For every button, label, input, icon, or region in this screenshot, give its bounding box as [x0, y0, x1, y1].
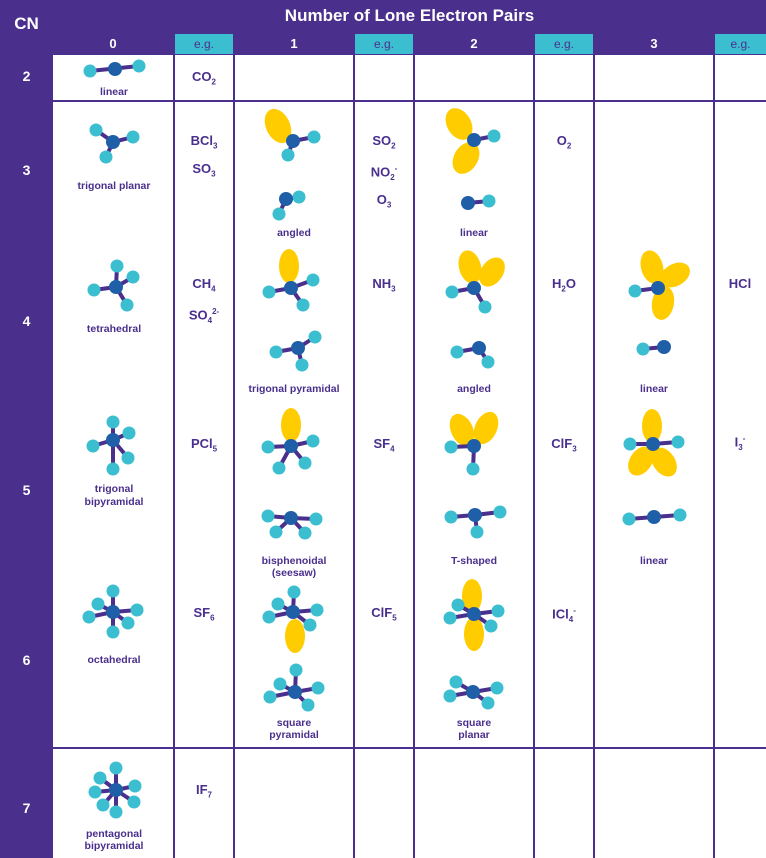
example-formula-list: NH3	[354, 273, 414, 301]
example-formula: O2	[556, 133, 572, 151]
col-header-3: 3	[650, 36, 658, 51]
label-angled: angled	[457, 383, 491, 395]
grid-line	[533, 55, 535, 858]
label-linear: linear	[459, 227, 488, 239]
grid-line	[713, 55, 715, 858]
grid-line	[233, 55, 235, 858]
label-seesaw-line1: bisphenoidal	[261, 555, 327, 567]
cn-2: 2	[22, 68, 31, 84]
example-formula: H2O	[552, 276, 576, 294]
label-trigonal-bipyramidal-line1: trigonal	[94, 483, 134, 495]
cn-7: 7	[22, 800, 31, 816]
label-square-pyramidal-line2: pyramidal	[269, 729, 319, 741]
grid-line	[353, 55, 355, 858]
example-formula: SO2	[372, 133, 396, 151]
example-formula: I3-	[734, 434, 746, 452]
cn-4: 4	[22, 313, 31, 329]
cn-3: 3	[22, 162, 31, 178]
example-formula-list: H2O	[534, 273, 594, 301]
example-formula: ICl4-	[552, 606, 576, 624]
cn-5: 5	[22, 482, 31, 498]
col-header-2: 2	[470, 36, 478, 51]
example-formula: ClF5	[371, 605, 397, 623]
example-formula-list: BCl3 SO3	[174, 130, 234, 185]
example-formula-list: SF4	[354, 433, 414, 461]
col-header-0: 0	[109, 36, 117, 51]
label-t-shaped: T-shaped	[450, 555, 498, 567]
example-formula: O3	[376, 191, 392, 210]
cn-header: CN	[14, 14, 39, 33]
label-square-pyramidal-line1: square	[276, 717, 312, 729]
eg-header-1: e.g.	[355, 34, 413, 54]
label-pentagonal-bipyramidal-line2: bipyramidal	[84, 840, 144, 852]
row-divider	[53, 747, 766, 749]
label-seesaw-line2: (seesaw)	[271, 567, 317, 579]
example-formula: SF6	[193, 605, 215, 623]
example-formula: NO2-	[370, 163, 398, 182]
example-formula-list: IF7	[174, 779, 234, 807]
example-formula-list: ClF5	[354, 602, 414, 630]
example-formula: HCl	[728, 276, 752, 291]
example-formula: NH3	[372, 276, 396, 294]
label-angled: angled	[277, 227, 311, 239]
table-title: Number of Lone Electron Pairs	[284, 6, 535, 25]
grid-line	[413, 55, 415, 858]
example-formula-list: SO2 NO2- O3	[354, 130, 414, 216]
label-square-planar-line1: square	[456, 717, 492, 729]
example-formula: BCl3	[190, 133, 218, 151]
example-formula-list: ClF3	[534, 433, 594, 461]
label-trigonal-planar: trigonal planar	[77, 180, 151, 192]
example-formula: IF7	[195, 782, 212, 800]
example-formula: CH4	[192, 276, 216, 294]
example-formula-list: O2	[534, 130, 594, 158]
example-formula: SF4	[373, 436, 395, 454]
label-trigonal-bipyramidal-line2: bipyramidal	[84, 496, 144, 508]
example-formula: CO2	[192, 69, 216, 87]
label-trigonal-pyramidal: trigonal pyramidal	[248, 383, 340, 395]
col-header-1: 1	[290, 36, 298, 51]
grid-line	[593, 55, 595, 858]
cn-column	[0, 0, 53, 858]
cn-6: 6	[22, 652, 31, 668]
example-formula-list: SF6	[174, 602, 234, 630]
example-formula: PCl5	[190, 436, 218, 454]
eg-header-3: e.g.	[715, 34, 766, 54]
label-square-planar-line2: planar	[458, 729, 490, 741]
example-formula-list: PCl5	[174, 433, 234, 461]
label-linear: linear	[639, 383, 668, 395]
example-formula-list: CO2	[174, 66, 234, 94]
example-formula: SO42-	[188, 306, 220, 325]
label-linear: linear	[639, 555, 668, 567]
label-pentagonal-bipyramidal-line1: pentagonal	[85, 828, 142, 840]
eg-header-2: e.g.	[535, 34, 593, 54]
example-formula-list: CH4 SO42-	[174, 273, 234, 332]
example-formula-list: HCl	[714, 273, 766, 295]
example-formula-list: ICl4-	[534, 600, 594, 631]
example-formula: SO3	[192, 160, 216, 179]
example-formula-list: I3-	[714, 428, 766, 459]
eg-header-0: e.g.	[175, 34, 233, 54]
grid-line	[173, 55, 175, 858]
row-divider	[53, 100, 766, 102]
label-tetrahedral: tetrahedral	[86, 323, 142, 335]
label-linear: linear	[99, 86, 128, 98]
label-octahedral: octahedral	[87, 654, 141, 666]
example-formula: ClF3	[551, 436, 577, 454]
